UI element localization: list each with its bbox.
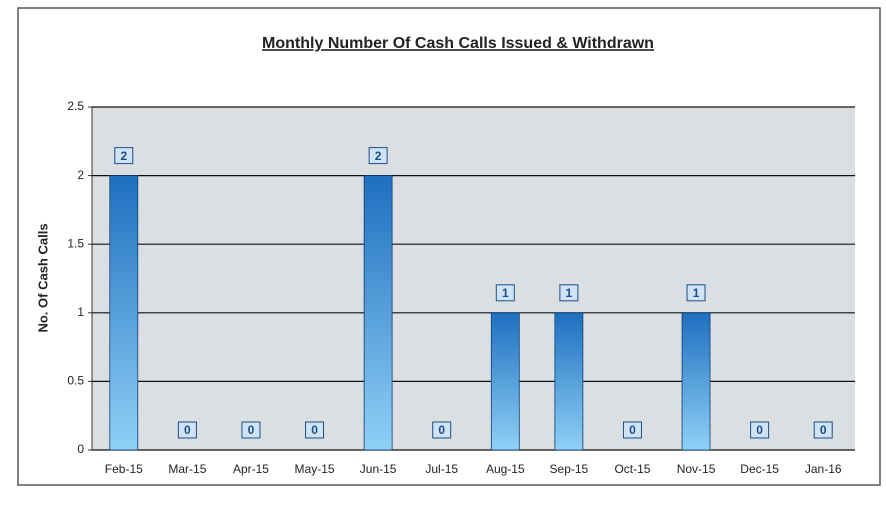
y-tick-label: 1 <box>77 305 84 319</box>
x-tick-label: Sep-15 <box>550 462 589 476</box>
data-label-box <box>495 284 515 302</box>
bar <box>490 312 520 451</box>
x-tick-label: Mar-15 <box>168 462 206 476</box>
data-label: 0 <box>184 423 191 437</box>
x-tick-label: Aug-15 <box>486 462 525 476</box>
data-label: 1 <box>502 286 509 300</box>
data-label-box <box>750 421 770 439</box>
bar <box>554 312 584 451</box>
x-tick-label: Oct-15 <box>614 462 650 476</box>
plot-area <box>92 107 855 450</box>
x-tick-label: Jun-15 <box>360 462 397 476</box>
data-label-box <box>622 421 642 439</box>
data-label-box <box>686 284 706 302</box>
bar <box>681 312 711 451</box>
x-tick-label: Jul-15 <box>425 462 458 476</box>
data-label-box <box>241 421 261 439</box>
data-label: 2 <box>120 149 127 163</box>
bar <box>363 175 393 451</box>
data-label: 1 <box>693 286 700 300</box>
y-tick-label: 2 <box>77 168 84 182</box>
data-label-box <box>559 284 579 302</box>
y-tick-label: 0.5 <box>67 374 84 388</box>
data-label: 2 <box>375 149 382 163</box>
chart-title: Monthly Number Of Cash Calls Issued & Wi… <box>262 35 654 52</box>
data-label: 0 <box>438 423 445 437</box>
data-label-box <box>177 421 197 439</box>
data-label: 0 <box>629 423 636 437</box>
x-tick-label: Dec-15 <box>740 462 779 476</box>
data-label-box <box>432 421 452 439</box>
x-tick-label: May-15 <box>295 462 335 476</box>
data-label: 1 <box>566 286 573 300</box>
x-tick-label: Apr-15 <box>233 462 269 476</box>
y-tick-label: 0 <box>77 442 84 456</box>
data-label-box <box>813 421 833 439</box>
data-label-box <box>368 147 388 165</box>
y-tick-label: 2.5 <box>67 99 84 113</box>
data-label-box <box>305 421 325 439</box>
data-label-box <box>114 147 134 165</box>
x-tick-label: Feb-15 <box>105 462 143 476</box>
y-tick-label: 1.5 <box>67 236 84 250</box>
data-label: 0 <box>756 423 763 437</box>
data-label: 0 <box>311 423 318 437</box>
x-tick-label: Jan-16 <box>805 462 842 476</box>
data-label: 0 <box>820 423 827 437</box>
data-label: 0 <box>248 423 255 437</box>
y-axis-label: No. Of Cash Calls <box>35 223 50 332</box>
bar <box>109 175 139 451</box>
x-tick-label: Nov-15 <box>677 462 716 476</box>
